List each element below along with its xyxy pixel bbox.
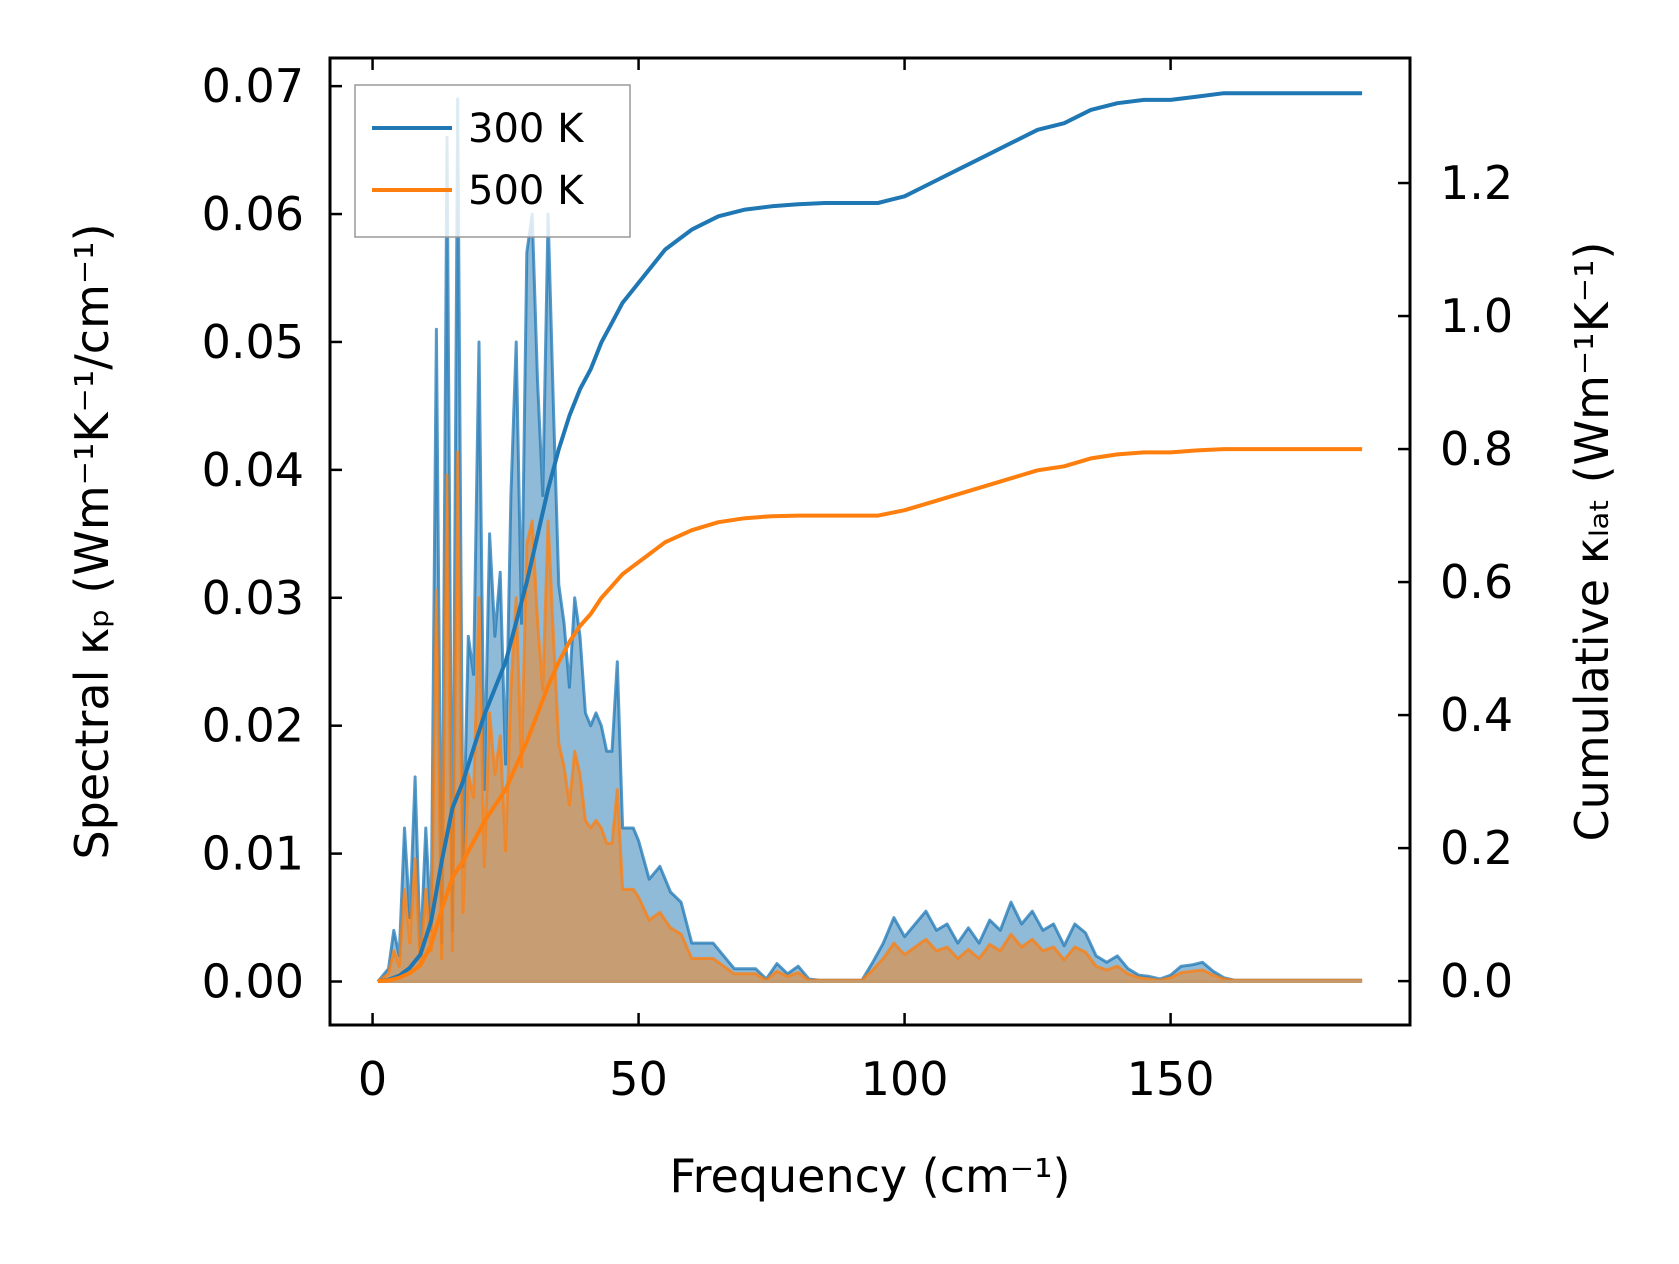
legend-box xyxy=(354,84,631,238)
x-axis-title: Frequency (cm⁻¹) xyxy=(670,1149,1071,1203)
y-left-tick-label: 0.07 xyxy=(202,59,304,113)
y-right-tick-label: 0.0 xyxy=(1440,954,1513,1008)
y-right-tick-label: 0.4 xyxy=(1440,688,1513,742)
spectral-fill-500k xyxy=(377,452,1363,982)
y-axis-left-title: Spectral κₚ (Wm⁻¹K⁻¹/cm⁻¹) xyxy=(65,223,119,859)
y-right-tick-label: 0.8 xyxy=(1440,422,1513,476)
y-left-tick-label: 0.05 xyxy=(202,315,304,369)
spectral-fill-layer xyxy=(376,97,1363,984)
y-right-tick-label: 0.6 xyxy=(1440,555,1513,609)
legend-label-500k: 500 K xyxy=(468,168,585,214)
y-left-tick-label: 0.03 xyxy=(202,571,304,625)
cumulative-line-300k xyxy=(377,91,1363,984)
y-left-tick-label: 0.00 xyxy=(202,955,304,1009)
y-right-tick-label: 1.0 xyxy=(1440,289,1513,343)
y-right-tick-label: 1.2 xyxy=(1440,156,1513,210)
series-line-layer xyxy=(377,91,1363,984)
spectral-line-500k xyxy=(377,450,1363,983)
y-axis-right-title: Cumulative κₗₐₜ (Wm⁻¹K⁻¹) xyxy=(1565,242,1619,842)
cumulative-line-500k xyxy=(377,447,1363,984)
x-tick-label: 0 xyxy=(358,1052,387,1106)
y-left-tick-label: 0.06 xyxy=(202,187,304,241)
legend: 300 K 500 K xyxy=(354,84,631,238)
x-tick-label: 50 xyxy=(609,1052,668,1106)
y-left-tick-label: 0.01 xyxy=(202,827,304,881)
spectral-line-300k xyxy=(376,97,1363,983)
y-left-tick-label: 0.04 xyxy=(202,443,304,497)
x-tick-label: 150 xyxy=(1127,1052,1215,1106)
tick-layer: 0 50 100 150 0.00 0.01 0.02 0.03 0.04 0.05 0.06 0.0… xyxy=(202,58,1513,1106)
plot-frame xyxy=(328,56,1412,1027)
y-right-tick-label: 0.2 xyxy=(1440,821,1513,875)
legend-label-300k: 300 K xyxy=(468,106,585,152)
y-left-tick-label: 0.02 xyxy=(202,699,304,753)
x-tick-label: 100 xyxy=(861,1052,949,1106)
